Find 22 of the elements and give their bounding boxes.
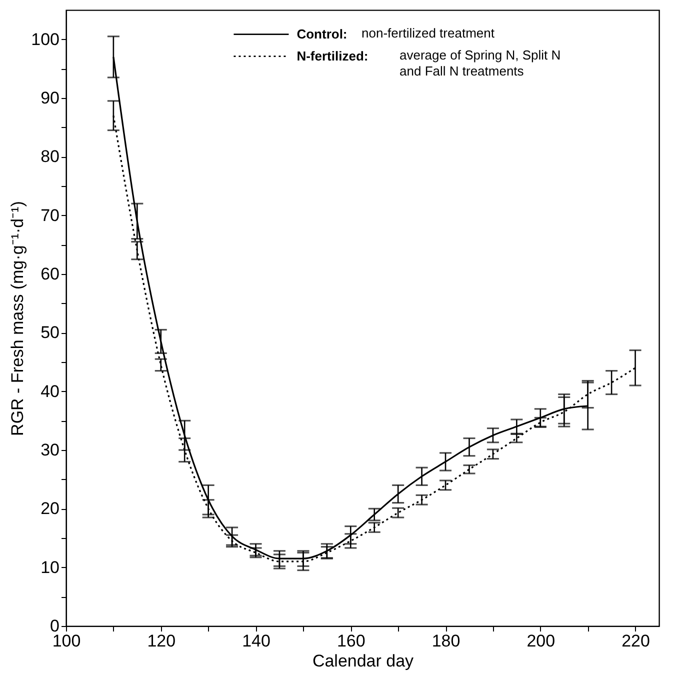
x-tick-label: 180 bbox=[432, 632, 460, 650]
y-tick-label: 40 bbox=[40, 382, 60, 401]
x-tick-label: 160 bbox=[336, 632, 366, 650]
y-tick-label: 90 bbox=[40, 88, 60, 108]
x-axis-title: Calendar day bbox=[312, 652, 414, 670]
x-tick-label: 200 bbox=[526, 632, 556, 650]
y-tick-label: 50 bbox=[40, 323, 60, 342]
annotation: non-fertilized treatment bbox=[362, 25, 495, 40]
y-tick-label: 20 bbox=[40, 499, 60, 518]
x-tick-label: 140 bbox=[242, 632, 270, 650]
y-tick-label: 10 bbox=[40, 558, 60, 577]
x-tick-label: 120 bbox=[147, 632, 176, 650]
y-tick-label: 80 bbox=[40, 147, 60, 166]
y-tick-label: 70 bbox=[40, 206, 60, 225]
legend-label: N-fertilized: bbox=[296, 48, 368, 64]
y-tick-label: 100 bbox=[31, 30, 60, 49]
y-tick-label: 60 bbox=[40, 264, 60, 284]
x-tick-label: 220 bbox=[622, 632, 650, 650]
y-tick-label: 30 bbox=[40, 440, 60, 460]
annotation: average of Spring N, Split N and Fall N treatments bbox=[400, 47, 561, 78]
legend-label: Control: bbox=[296, 26, 348, 42]
y-axis-title: RGR - Fresh mass (mg·g⁻¹·d⁻¹) bbox=[8, 201, 28, 436]
